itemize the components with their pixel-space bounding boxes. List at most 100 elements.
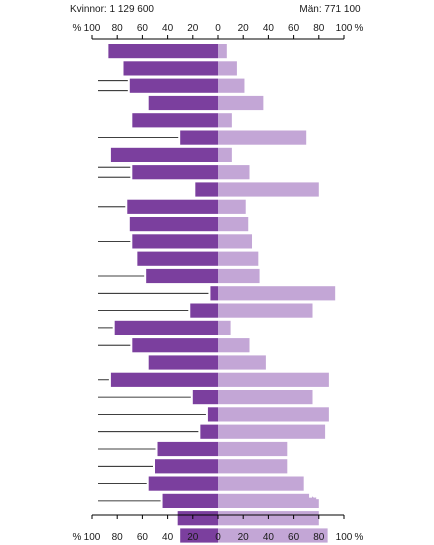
men-category-label: Försäljare, dagligvaror: [266, 272, 346, 281]
tick-label: 80: [112, 23, 124, 34]
tick-label: 20: [238, 532, 250, 543]
men-category-label: och motorfordons-: [310, 482, 375, 491]
tick-label: 60: [288, 532, 300, 543]
men-category-label: Övrig kontorspersonal: [325, 186, 403, 195]
tick-label: 40: [263, 23, 275, 34]
men-category-label: operatörer: [335, 416, 372, 425]
women-bar: [200, 424, 218, 439]
leader-lines: [98, 80, 209, 502]
axis-unit-right: %: [355, 23, 364, 34]
men-category-label: mekaniker: [310, 474, 347, 483]
men-bar: [218, 78, 245, 93]
women-bar: [114, 320, 218, 335]
women-category-label: Administratörer i offentlig: [8, 324, 96, 333]
axis-unit-left: %: [73, 532, 82, 543]
tick-label: 60: [137, 532, 149, 543]
men-bar: [218, 286, 336, 301]
tick-label: 60: [137, 23, 149, 34]
women-category-label: Lagerassistenter m.fl.: [20, 307, 96, 316]
women-bar: [157, 441, 218, 457]
women-bar: [155, 459, 218, 474]
tick-label: 40: [162, 23, 174, 34]
women-bar: [195, 182, 218, 197]
men-bar: [218, 303, 313, 318]
men-bar: [218, 113, 232, 128]
tick-label: 40: [162, 532, 174, 543]
women-bar: [146, 268, 218, 284]
men-category-label: Bokförings- och redovisningsassistenter: [237, 324, 379, 333]
men-bar: [218, 130, 307, 145]
tick-label: 100: [84, 532, 101, 543]
men-bar: [218, 355, 266, 370]
women-bar: [148, 355, 218, 370]
tick-label: 100: [336, 532, 353, 543]
men-bar: [218, 459, 288, 474]
men-bar: [218, 372, 329, 387]
women-bar: [148, 476, 218, 491]
women-category-label: Övriga maskinoperatörer: [8, 480, 96, 489]
bottom-axis: % %100 80 60 40 20 0 20 40 60 80 100: [73, 514, 364, 543]
women-bar: [177, 511, 218, 526]
men-bar: [218, 147, 232, 162]
women-category-label: förvaltning: [59, 341, 96, 350]
men-category-label: Företagssäljare: [312, 134, 368, 143]
women-bar: [127, 199, 218, 214]
women-bar: [129, 78, 218, 93]
men-category-label: reparatörer: [310, 490, 350, 499]
men-bar: [218, 61, 237, 76]
men-category-label: Undersköterskor, sjukvårdsbiträden m.fl.: [233, 47, 376, 56]
men-category-label: Verktygsmaskin-: [335, 407, 394, 416]
tick-label: 20: [238, 23, 250, 34]
women-bar: [123, 61, 218, 76]
women-bar: [192, 390, 218, 405]
men-bar: [218, 182, 319, 197]
axis-unit-right: %: [355, 532, 364, 543]
tick-label: 40: [263, 532, 275, 543]
women-category-label: Datatekniker: [51, 393, 96, 402]
women-category-label: Lastbils- och långtradarförare: [0, 289, 97, 298]
left-header: Kvinnor: 1 129 600: [70, 4, 154, 15]
women-bar: [190, 303, 218, 318]
men-bar: [218, 424, 326, 439]
women-category-label: Fordonstekniker: [39, 410, 97, 419]
tick-label: 100: [336, 23, 353, 34]
men-category-label: Administrativa assistenter: [256, 341, 347, 350]
tick-label: 0: [215, 532, 221, 543]
women-category-label: Vårdbiträden, personliga: [9, 77, 97, 86]
women-category-label: Kockar och kokerskor: [19, 428, 96, 437]
tick-label: 20: [187, 23, 199, 34]
men-category-label: snickare m.fl.: [335, 384, 382, 393]
men-bar: [218, 251, 259, 266]
women-bar: [180, 130, 218, 145]
men-bar: [218, 338, 250, 353]
men-bar: [218, 476, 304, 491]
men-bar: [218, 441, 288, 457]
right-header: Män: 771 100: [299, 4, 361, 15]
men-category-label: Hotell- och kontorsstädare m.fl.: [258, 237, 369, 246]
tick-label: 80: [313, 23, 325, 34]
men-bar: [218, 320, 231, 335]
women-bar: [207, 407, 218, 422]
women-bar: [180, 528, 218, 543]
tick-label: 100: [84, 23, 101, 34]
tick-label: 60: [288, 23, 300, 34]
women-category-label: assistenter m.fl.: [40, 87, 96, 96]
women-bar: [110, 372, 218, 387]
men-category-label: Byggnadsarbetare,: [335, 366, 403, 375]
women-bar: [129, 217, 218, 232]
women-category-label: Systemerare och programmerare: [0, 203, 97, 212]
men-bar: [218, 268, 260, 284]
women-category-label: Företagssäljare och: [26, 163, 96, 172]
tick-label: 20: [187, 532, 199, 543]
women-bar: [132, 234, 218, 249]
top-axis: % %100 80 60 40 20 0 20 40 60 80 100: [73, 23, 364, 40]
men-category-label: Försäljare, fackhandel: [269, 99, 348, 108]
women-bar: [162, 493, 218, 508]
women-category-label: Kock- och restaurangbiträden: [0, 272, 96, 281]
men-category-label: inrednings-: [335, 375, 375, 384]
men-bar: [218, 44, 227, 59]
bars: [108, 44, 336, 543]
women-category-label: fritidspedagoger: [39, 173, 97, 182]
men-bar: [218, 234, 253, 249]
